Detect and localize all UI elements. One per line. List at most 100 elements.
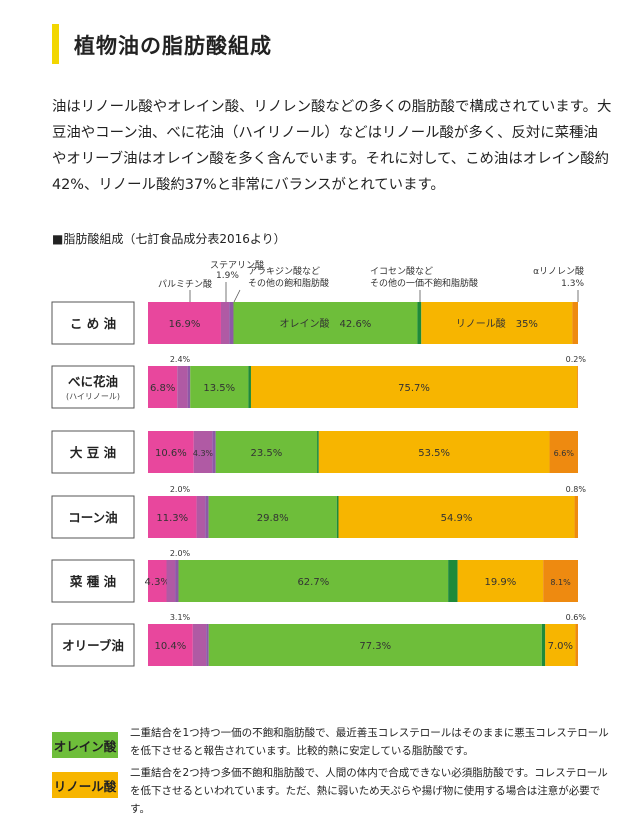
bar-segment-other_sat bbox=[229, 302, 234, 344]
header-label-6: その他の一価不飽和脂肪酸 bbox=[370, 277, 478, 289]
bar-segment-linolenic bbox=[549, 431, 578, 473]
bar-segment-stearic bbox=[166, 560, 176, 602]
bar-value-label: 62.7% bbox=[297, 577, 329, 588]
page-title: 植物油の脂肪酸組成 bbox=[74, 34, 272, 58]
bar-segment-linoleic bbox=[338, 496, 575, 538]
row-sublabel: (ハイリノール) bbox=[66, 392, 120, 401]
row-label: べに花油 bbox=[68, 374, 118, 389]
bar-segment-linoleic bbox=[318, 431, 550, 473]
bar-segment-other_sat bbox=[187, 366, 191, 408]
bar-segment-other_mono bbox=[541, 624, 546, 666]
bar-segment-linolenic bbox=[574, 496, 578, 538]
bar-segment-other_mono bbox=[336, 496, 339, 538]
row-label-box bbox=[51, 495, 135, 539]
header-label-7: αリノレン酸 bbox=[533, 266, 584, 277]
above-left-label: 3.1% bbox=[170, 613, 191, 622]
bar-value-label: 7.0% bbox=[548, 641, 573, 652]
legend-oleic-text: 二重結合を1つ持つ一価の不飽和脂肪酸で、最近善玉コレステロールはそのままに悪玉コ… bbox=[130, 727, 609, 757]
bar-value-label: 6.8% bbox=[150, 383, 175, 394]
row-label-box bbox=[51, 559, 135, 603]
bar-value-label: 77.3% bbox=[359, 641, 391, 652]
bar-segment-linolenic bbox=[577, 366, 578, 408]
row-label: 菜 種 油 bbox=[69, 574, 116, 589]
bar-segment-stearic bbox=[192, 624, 207, 666]
row-label-box bbox=[51, 365, 135, 409]
bar-value-label: 54.9% bbox=[441, 513, 473, 524]
bar-value-label: 75.7% bbox=[398, 383, 430, 394]
row-label: コーン油 bbox=[68, 510, 117, 525]
header-label-0: ステアリン酸 bbox=[210, 260, 264, 271]
title-accent-bar bbox=[52, 24, 59, 64]
bar-value-label: 13.5% bbox=[203, 383, 235, 394]
bar-segment-palmitic bbox=[148, 366, 178, 408]
bar-segment-oleic bbox=[215, 431, 318, 473]
bar-segment-linolenic bbox=[575, 624, 578, 666]
header-label-4: その他の飽和脂肪酸 bbox=[248, 277, 329, 289]
bar-segment-palmitic bbox=[148, 431, 194, 473]
bar-value-label: 4.3% bbox=[193, 449, 214, 458]
above-right-label: 0.8% bbox=[566, 485, 587, 494]
bar-value-label: 10.6% bbox=[155, 448, 187, 459]
bar-value-label: オレイン酸 42.6% bbox=[280, 317, 372, 330]
header-label-1: 1.9% bbox=[216, 271, 239, 281]
row-label-box bbox=[51, 301, 135, 345]
bar-segment-linolenic bbox=[543, 560, 578, 602]
bar-segment-other_mono bbox=[317, 431, 319, 473]
bar-value-label: 4.3% bbox=[145, 577, 170, 588]
bar-segment-linoleic bbox=[457, 560, 544, 602]
bar-segment-linoleic bbox=[250, 366, 578, 408]
above-left-label: 2.0% bbox=[170, 549, 191, 558]
bar-segment-oleic bbox=[208, 624, 542, 666]
bar-value-label: 23.5% bbox=[250, 448, 282, 459]
header-label-2: パルミチン酸 bbox=[158, 279, 212, 290]
row-label: 大 豆 油 bbox=[70, 445, 116, 460]
legend-linoleic-tag: リノール酸 bbox=[52, 772, 118, 798]
bar-segment-oleic bbox=[233, 302, 418, 344]
row-label-box bbox=[51, 623, 135, 667]
bar-segment-stearic bbox=[220, 302, 230, 344]
bar-segment-stearic bbox=[177, 366, 188, 408]
header-label-8: 1.3% bbox=[561, 279, 584, 289]
bar-value-label: 8.1% bbox=[550, 578, 571, 587]
bar-segment-oleic bbox=[208, 496, 337, 538]
bar-segment-oleic bbox=[178, 560, 449, 602]
bar-segment-linolenic bbox=[572, 302, 578, 344]
legend-oleic-tag: オレイン酸 bbox=[52, 732, 118, 758]
bar-value-label: 53.5% bbox=[418, 448, 450, 459]
header-label-3: アラキジン酸など bbox=[248, 266, 320, 277]
bar-segment-other_sat bbox=[175, 560, 179, 602]
bar-value-label: 10.4% bbox=[155, 641, 187, 652]
above-right-label: 0.6% bbox=[566, 613, 587, 622]
bar-segment-other_sat bbox=[212, 431, 216, 473]
header-leader-2 bbox=[233, 289, 241, 303]
row-label-box bbox=[51, 430, 135, 474]
row-label: こ め 油 bbox=[70, 316, 116, 331]
bar-value-label: 16.9% bbox=[169, 319, 201, 330]
legend-linoleic-text: 二重結合を2つ持つ多価不飽和脂肪酸で、人間の体内で合成できない必須脂肪酸です。コ… bbox=[130, 767, 608, 815]
above-right-label: 0.2% bbox=[566, 355, 587, 364]
row-label: オリーブ油 bbox=[62, 638, 124, 653]
bar-segment-other_mono bbox=[448, 560, 458, 602]
bar-segment-other_sat bbox=[206, 624, 209, 666]
bar-value-label: 29.8% bbox=[257, 513, 289, 524]
bar-segment-linoleic bbox=[421, 302, 573, 344]
bar-value-label: 11.3% bbox=[156, 513, 188, 524]
above-left-label: 2.4% bbox=[170, 355, 191, 364]
bar-value-label: 19.9% bbox=[484, 577, 516, 588]
header-label-5: イコセン酸など bbox=[370, 266, 433, 277]
bar-segment-palmitic bbox=[148, 302, 221, 344]
chart-caption: ■脂肪酸組成（七訂食品成分表2016より） bbox=[52, 232, 286, 246]
bar-segment-palmitic bbox=[148, 624, 193, 666]
bar-segment-palmitic bbox=[148, 496, 197, 538]
intro-paragraph: 油はリノール酸やオレイン酸、リノレン酸などの多くの脂肪酸で構成されています。大豆… bbox=[52, 99, 612, 193]
above-left-label: 2.0% bbox=[170, 485, 191, 494]
bar-segment-stearic bbox=[196, 496, 206, 538]
bar-value-label: 6.6% bbox=[554, 449, 575, 458]
bar-segment-linoleic bbox=[545, 624, 576, 666]
bar-segment-oleic bbox=[190, 366, 249, 408]
bar-segment-other_mono bbox=[417, 302, 422, 344]
bar-segment-other_sat bbox=[205, 496, 209, 538]
bar-value-label: リノール酸 35% bbox=[456, 317, 538, 330]
bar-segment-other_mono bbox=[248, 366, 251, 408]
